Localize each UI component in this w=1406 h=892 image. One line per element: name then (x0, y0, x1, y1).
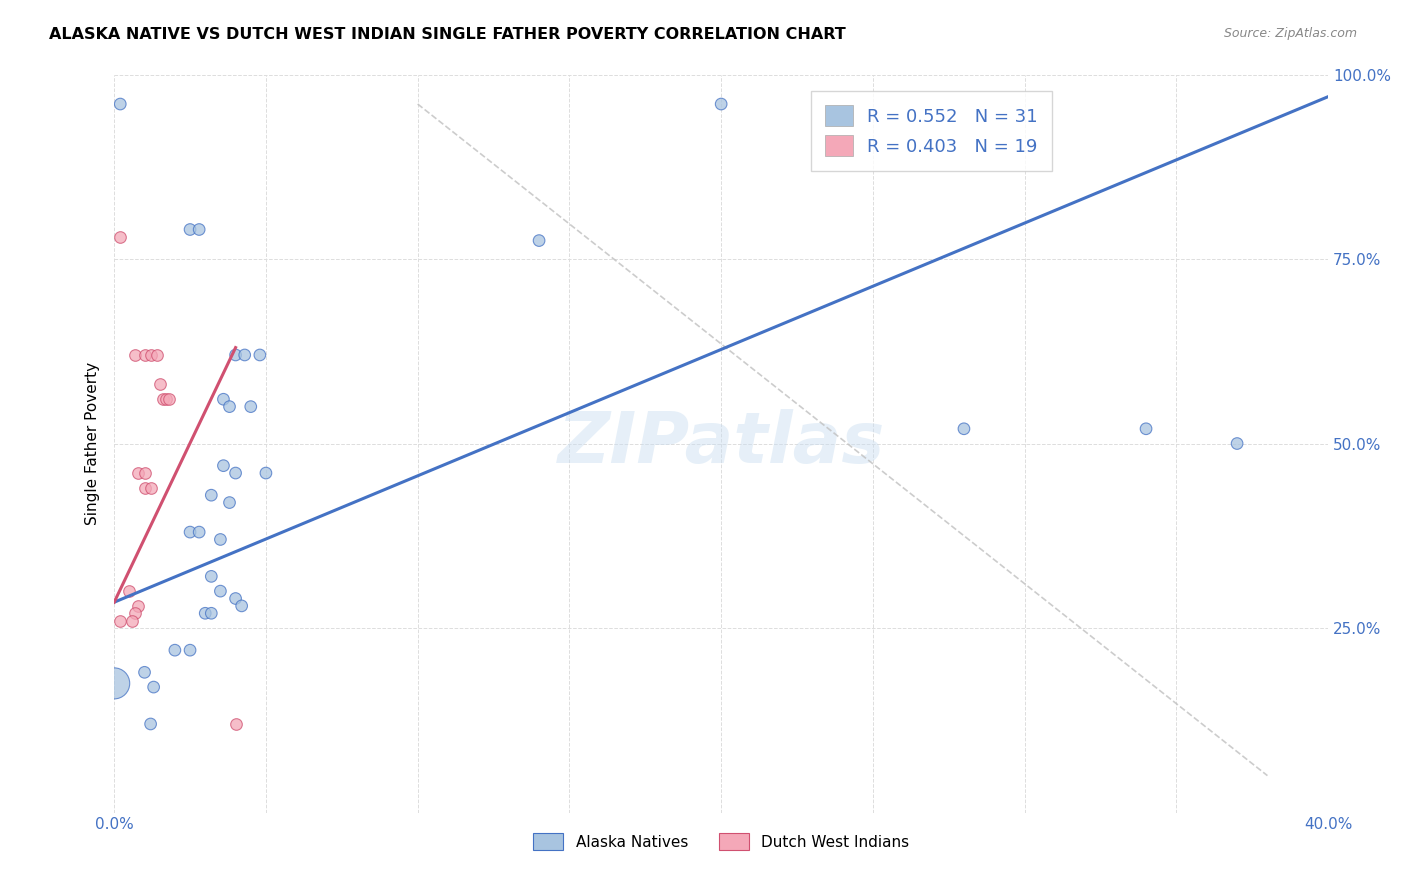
Point (212, 458, 235, 473)
Point (527, 234, 550, 248)
Point (110, 97, 132, 112)
Point (127, 599, 149, 613)
Point (157, 392, 180, 407)
Point (209, 533, 232, 547)
Point (134, 466, 156, 480)
Point (953, 422, 976, 436)
Point (124, 348, 146, 362)
Point (209, 584, 232, 599)
Point (200, 607, 222, 621)
Y-axis label: Single Father Poverty: Single Father Poverty (86, 362, 100, 525)
Text: Source: ZipAtlas.com: Source: ZipAtlas.com (1223, 27, 1357, 40)
Point (155, 392, 177, 407)
Point (218, 400, 240, 414)
Point (127, 466, 149, 480)
Text: ZIPatlas: ZIPatlas (557, 409, 884, 478)
Point (110, 614, 132, 628)
Point (225, 466, 247, 480)
Point (134, 665, 156, 680)
Point (139, 717, 162, 731)
Point (188, 525, 211, 540)
Point (134, 348, 156, 362)
Text: ALASKA NATIVE VS DUTCH WEST INDIAN SINGLE FATHER POVERTY CORRELATION CHART: ALASKA NATIVE VS DUTCH WEST INDIAN SINGL… (49, 27, 846, 42)
Point (103, 676, 125, 690)
Point (1135, 422, 1157, 436)
Point (231, 599, 253, 613)
Point (179, 525, 201, 540)
Point (188, 222, 211, 236)
Point (249, 348, 271, 362)
Point (179, 222, 201, 236)
Point (145, 348, 167, 362)
Point (254, 466, 277, 480)
Point (200, 569, 222, 583)
Point (225, 348, 247, 362)
Point (118, 584, 141, 599)
Point (239, 400, 262, 414)
Point (152, 392, 174, 407)
Point (142, 680, 165, 694)
Point (710, 97, 733, 112)
Point (212, 392, 235, 407)
Point (149, 377, 172, 392)
Point (163, 643, 186, 657)
Point (218, 495, 240, 509)
Point (225, 591, 247, 606)
Point (194, 607, 217, 621)
Point (134, 481, 156, 495)
Point (121, 614, 143, 628)
Point (139, 481, 162, 495)
Point (179, 643, 201, 657)
Point (1226, 436, 1249, 450)
Point (124, 607, 146, 621)
Point (200, 488, 222, 502)
Point (233, 348, 256, 362)
Point (139, 348, 162, 362)
Point (110, 230, 132, 244)
Legend: R = 0.552   N = 31, R = 0.403   N = 19: R = 0.552 N = 31, R = 0.403 N = 19 (811, 91, 1052, 170)
Point (225, 717, 247, 731)
